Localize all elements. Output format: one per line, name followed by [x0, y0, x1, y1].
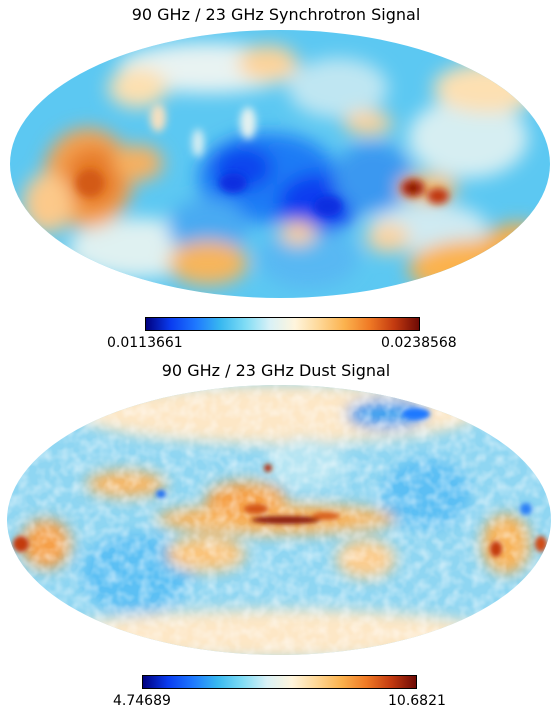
dust-colorbar — [142, 675, 417, 689]
dust-map-title: 90 GHz / 23 GHz Dust Signal — [161, 361, 391, 380]
synchrotron-colorbar — [145, 317, 420, 331]
synchrotron-colorbar-max-label: 0.0238568 — [381, 335, 457, 351]
dust-colorbar-min-label: 4.74689 — [113, 693, 171, 709]
dust-colorbar-max-label: 10.6821 — [388, 693, 446, 709]
synchrotron-colorbar-min-label: 0.0113661 — [107, 335, 183, 351]
synchrotron-sky-map — [8, 28, 552, 300]
dust-sky-map — [6, 384, 552, 656]
synchrotron-map-title: 90 GHz / 23 GHz Synchrotron Signal — [131, 5, 421, 24]
